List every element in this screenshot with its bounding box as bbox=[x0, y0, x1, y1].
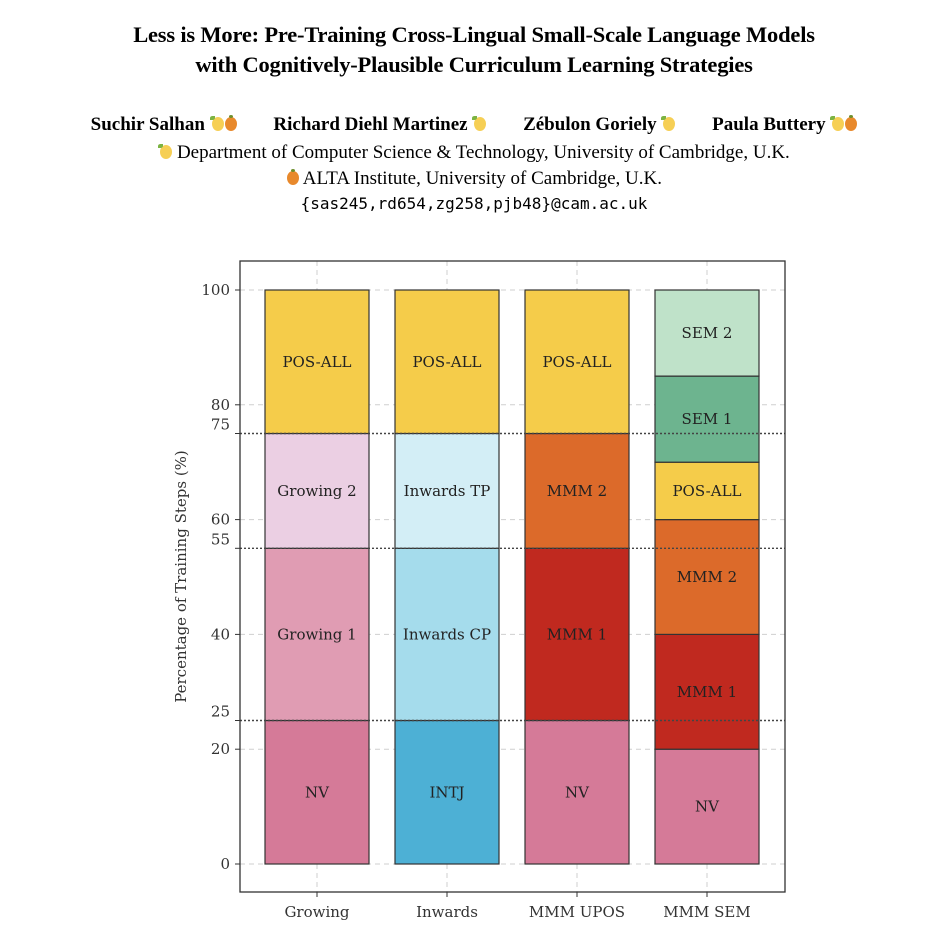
segment-label: NV bbox=[565, 783, 590, 801]
y-tick-label: 55 bbox=[211, 530, 230, 548]
segment-label: POS-ALL bbox=[672, 482, 741, 500]
title-line-2: with Cognitively-Plausible Curriculum Le… bbox=[195, 52, 753, 77]
bar-segment bbox=[394, 719, 500, 865]
bar-segment bbox=[654, 633, 760, 750]
affiliation: ALTA Institute, University of Cambridge,… bbox=[0, 168, 948, 190]
segment-label: POS-ALL bbox=[282, 353, 351, 371]
segment-label: NV bbox=[305, 783, 330, 801]
y-tick-label: 0 bbox=[220, 855, 230, 873]
title-line-1: Less is More: Pre-Training Cross-Lingual… bbox=[133, 22, 815, 47]
segment-label: NV bbox=[695, 798, 720, 816]
y-tick-label: 40 bbox=[211, 625, 230, 643]
bar-segment bbox=[524, 289, 630, 435]
bar-segment bbox=[264, 432, 370, 549]
author: Suchir Salhan bbox=[91, 114, 237, 135]
author: Richard Diehl Martinez bbox=[273, 114, 487, 135]
y-tick-label: 100 bbox=[201, 281, 230, 299]
segment-label: SEM 1 bbox=[682, 410, 733, 428]
lemon-icon bbox=[209, 116, 224, 131]
segment-label: MMM 1 bbox=[547, 625, 607, 643]
segment-label: Growing 1 bbox=[277, 625, 356, 643]
segment-label: MMM 2 bbox=[677, 568, 737, 586]
paper-title: Less is More: Pre-Training Cross-Lingual… bbox=[0, 20, 948, 80]
y-tick-label: 25 bbox=[211, 703, 230, 721]
affiliation-text: ALTA Institute, University of Cambridge,… bbox=[302, 168, 662, 189]
x-tick-label: Inwards bbox=[416, 903, 478, 921]
segment-label: MMM 2 bbox=[547, 482, 607, 500]
bar-segment bbox=[524, 432, 630, 549]
x-tick-label: MMM SEM bbox=[663, 903, 750, 921]
bar-segment bbox=[654, 519, 760, 636]
y-tick-label: 75 bbox=[211, 416, 230, 434]
bar-segment bbox=[654, 748, 760, 865]
bar-segment bbox=[394, 289, 500, 435]
stacked-bar-chart: NV Growing 1 Growing 2 POS-ALL INTJ Inwards C… bbox=[172, 260, 786, 921]
bar-growing: NV Growing 1 Growing 2 POS-ALL bbox=[264, 289, 370, 865]
y-tick-label: 60 bbox=[211, 511, 230, 529]
author: Zébulon Goriely bbox=[523, 114, 676, 135]
segment-label: POS-ALL bbox=[412, 353, 481, 371]
segment-label: Inwards CP bbox=[403, 625, 491, 643]
bar-segment bbox=[264, 289, 370, 435]
author-emails: {sas245,rd654,zg258,pjb48}@cam.ac.uk bbox=[300, 194, 648, 213]
lemon-icon bbox=[830, 116, 845, 131]
segment-label: SEM 2 bbox=[682, 324, 733, 342]
bar-segment bbox=[654, 289, 760, 377]
author-name: Zébulon Goriely bbox=[523, 114, 657, 135]
segment-label: POS-ALL bbox=[542, 353, 611, 371]
lemon-icon bbox=[158, 144, 173, 159]
bar-segment bbox=[524, 719, 630, 865]
author: Paula Buttery bbox=[712, 114, 858, 135]
segment-label: INTJ bbox=[429, 783, 464, 801]
lemon-icon bbox=[472, 116, 487, 131]
bar-segment bbox=[394, 432, 500, 549]
affiliation-text: Department of Computer Science & Technol… bbox=[176, 142, 790, 163]
author-name: Paula Buttery bbox=[712, 114, 826, 135]
lemon-icon bbox=[661, 116, 676, 131]
x-tick-label: Growing bbox=[284, 903, 349, 921]
bar-segment bbox=[654, 375, 760, 463]
segment-label: Inwards TP bbox=[404, 482, 491, 500]
bar-segment bbox=[524, 547, 630, 722]
plot-frame bbox=[239, 260, 786, 893]
orange-icon bbox=[224, 115, 237, 131]
author-name: Suchir Salhan bbox=[90, 114, 205, 135]
orange-icon bbox=[287, 169, 300, 185]
bar-inwards: INTJ Inwards CP Inwards TP POS-ALL bbox=[394, 289, 500, 865]
author-name: Richard Diehl Martinez bbox=[273, 114, 468, 135]
y-tick-label: 80 bbox=[211, 396, 230, 414]
segment-label: Growing 2 bbox=[277, 482, 356, 500]
affiliation: Department of Computer Science & Technol… bbox=[0, 142, 948, 164]
x-tick-label: MMM UPOS bbox=[529, 903, 625, 921]
orange-icon bbox=[845, 115, 858, 131]
segment-label: MMM 1 bbox=[677, 683, 737, 701]
bar-mmm-sem: NV MMM 1 MMM 2 POS-ALL SEM 1 SEM 2 bbox=[654, 289, 760, 865]
y-axis-label: Percentage of Training Steps (%) bbox=[172, 450, 190, 703]
bar-mmm-upos: NV MMM 1 MMM 2 POS-ALL bbox=[524, 289, 630, 865]
bar-segment bbox=[264, 547, 370, 722]
bar-segment bbox=[654, 461, 760, 521]
author-list: Suchir Salhan Richard Diehl Martinez Zéb… bbox=[0, 114, 948, 136]
y-tick-label: 20 bbox=[211, 740, 230, 758]
bar-segment bbox=[394, 547, 500, 722]
